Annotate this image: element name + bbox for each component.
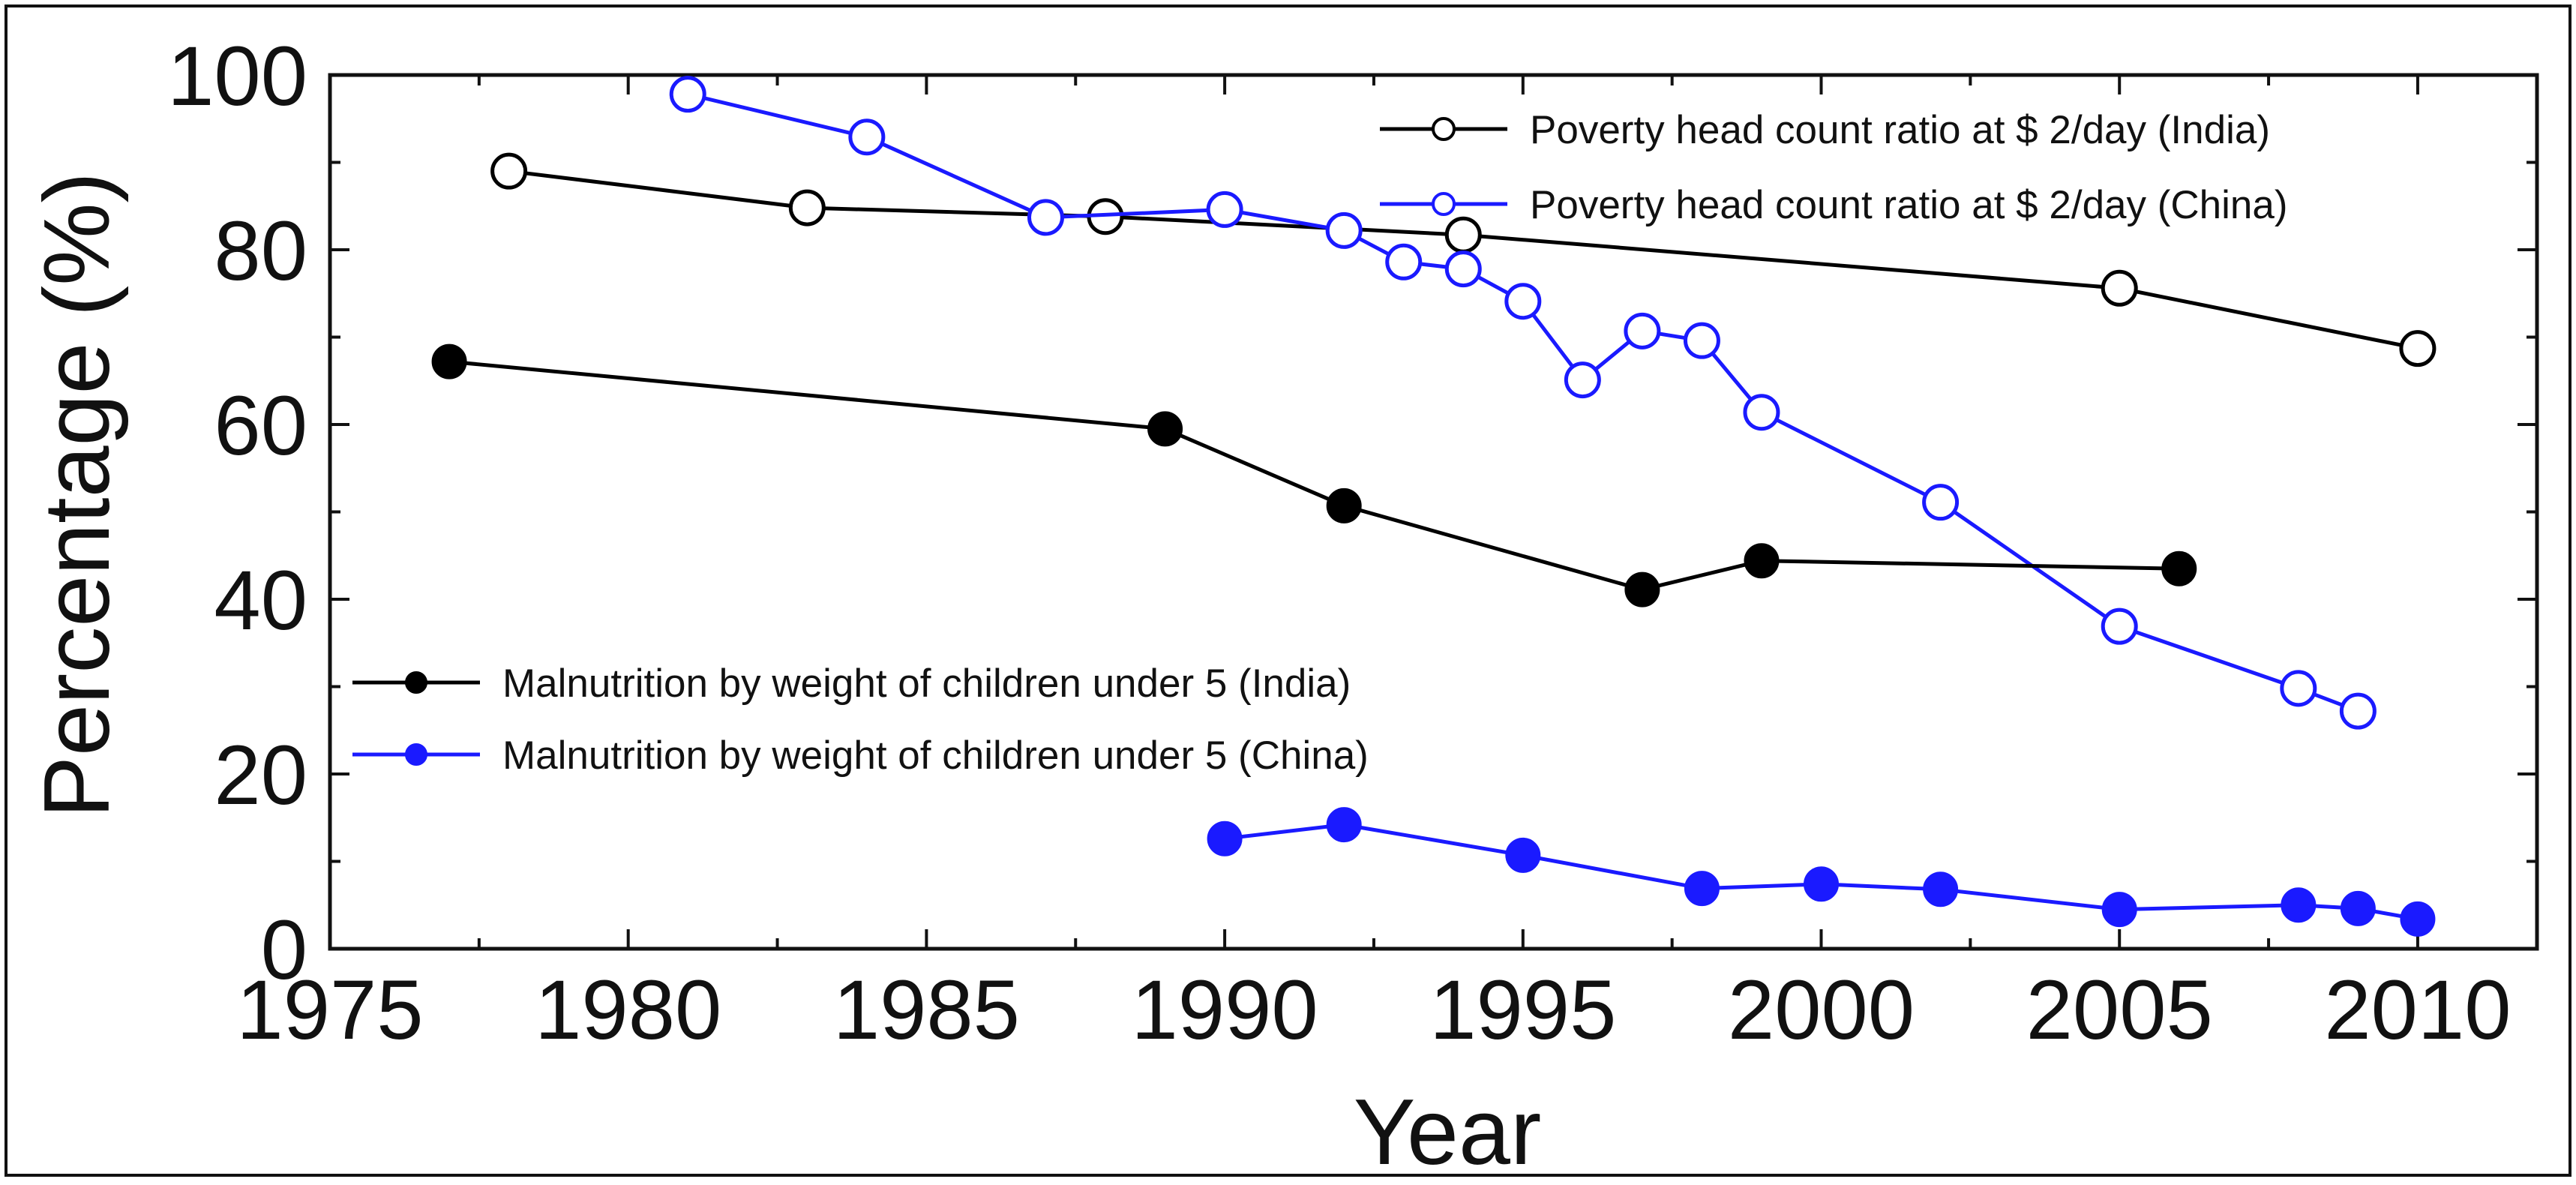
- x-tick-label: 1980: [535, 963, 721, 1057]
- data-point: [848, 118, 886, 156]
- data-point: [1027, 199, 1064, 236]
- data-point: [2101, 608, 2138, 645]
- data-point: [2339, 692, 2377, 730]
- series-line: [508, 169, 2419, 351]
- data-point: [2340, 890, 2376, 926]
- axes: 1975 1980 1985 1990 1995 2000 2005 2010 0 20 40 60 8…: [167, 29, 2539, 1057]
- data-point: [1922, 484, 1960, 521]
- data-point: [1683, 322, 1720, 359]
- data-point: [1564, 362, 1601, 399]
- data-point: [1326, 807, 1362, 843]
- y-tick-label: 0: [261, 903, 307, 997]
- data-point: [1743, 394, 1780, 431]
- x-tick-label: 1990: [1132, 963, 1318, 1057]
- series-poverty-india: [490, 152, 2437, 368]
- data-point: [669, 76, 706, 113]
- legend-marker: [1432, 192, 1456, 216]
- x-tick-label: 1995: [1429, 963, 1616, 1057]
- y-tick-label: 40: [214, 554, 307, 647]
- legends: Poverty head count ratio at $ 2/day (Ind…: [352, 108, 2288, 778]
- data-point: [2281, 887, 2317, 923]
- data-point: [1147, 411, 1183, 447]
- data-point: [2161, 550, 2197, 586]
- figure-frame: [4, 4, 2572, 1177]
- data-point: [2101, 892, 2137, 928]
- data-point: [1325, 212, 1363, 249]
- data-point: [2280, 670, 2317, 707]
- data-point: [1504, 283, 1542, 320]
- legend-marker: [405, 743, 427, 766]
- series-malnutrition-china: [1207, 807, 2436, 937]
- legend-entry-poverty-india: Poverty head count ratio at $ 2/day (Ind…: [1380, 108, 2270, 152]
- data-point: [1505, 837, 1541, 873]
- plot-series: [431, 76, 2437, 937]
- data-point: [490, 152, 528, 190]
- series-malnutrition-india: [431, 344, 2197, 608]
- y-tick-label: 20: [214, 728, 307, 822]
- data-point: [1444, 216, 1482, 254]
- data-point: [1804, 866, 1840, 902]
- y-tick-label: 60: [214, 379, 307, 472]
- x-tick-label: 2005: [2026, 963, 2213, 1057]
- y-tick-label: 100: [167, 29, 307, 123]
- legend-marker: [405, 671, 427, 694]
- series-line: [448, 359, 2179, 592]
- x-axis-title: Year: [1354, 1081, 1542, 1181]
- legend-label: Poverty head count ratio at $ 2/day (Chi…: [1530, 183, 2288, 227]
- data-point: [2101, 269, 2138, 307]
- data-point: [1207, 820, 1243, 856]
- legend-label: Poverty head count ratio at $ 2/day (Ind…: [1530, 108, 2270, 152]
- x-tick-label: 2000: [1728, 963, 1915, 1057]
- series-line: [1224, 823, 2419, 921]
- data-point: [1326, 488, 1362, 524]
- data-point: [1624, 312, 1661, 350]
- x-tick-label: 1985: [833, 963, 1020, 1057]
- data-point: [2400, 901, 2436, 937]
- data-point: [788, 189, 826, 226]
- x-tick-label: 2010: [2324, 963, 2511, 1057]
- legend-label: Malnutrition by weight of children under…: [502, 734, 1369, 778]
- legend-entry-malnutrition-india: Malnutrition by weight of children under…: [352, 662, 1351, 706]
- legend-entry-poverty-china: Poverty head count ratio at $ 2/day (Chi…: [1380, 183, 2288, 227]
- data-point: [1444, 250, 1482, 288]
- legend-marker: [1432, 117, 1456, 141]
- data-point: [1385, 243, 1423, 280]
- y-tick-label: 80: [214, 204, 307, 298]
- data-point: [1923, 872, 1959, 908]
- x-tick-label: 1975: [236, 963, 423, 1057]
- data-point: [1206, 190, 1243, 228]
- legend-entry-malnutrition-china: Malnutrition by weight of children under…: [352, 734, 1369, 778]
- data-point: [1684, 871, 1720, 907]
- data-point: [431, 344, 467, 380]
- legend-label: Malnutrition by weight of children under…: [502, 662, 1351, 706]
- data-point: [1744, 543, 1780, 579]
- data-point: [2399, 330, 2437, 368]
- y-axis-title: Percentage (%): [25, 172, 129, 818]
- data-point: [1624, 572, 1660, 608]
